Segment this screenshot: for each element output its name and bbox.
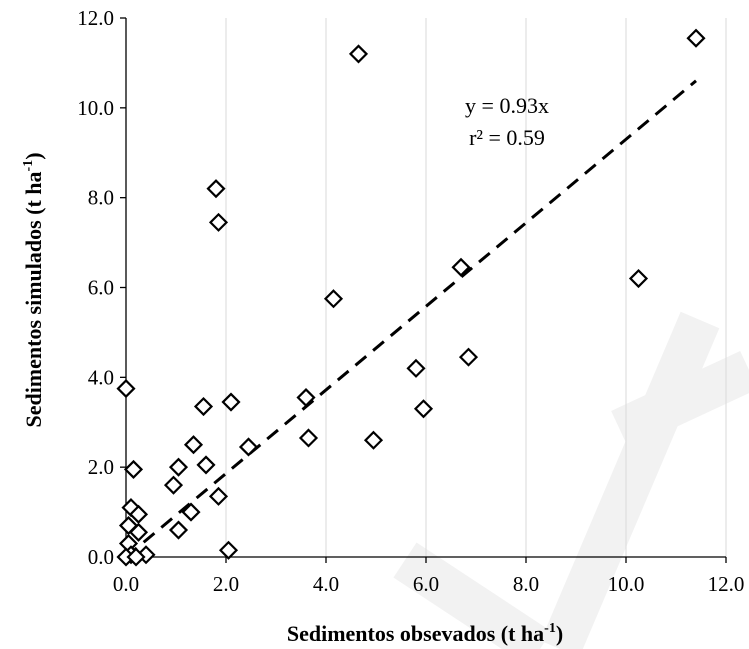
data-point [206, 179, 226, 199]
data-point [238, 437, 259, 457]
data-point [163, 475, 184, 495]
data-point [168, 520, 189, 540]
data-point [168, 457, 189, 477]
x-tick-label: 4.0 [313, 572, 339, 596]
x-tick-label: 12.0 [708, 572, 745, 596]
data-point [298, 428, 319, 448]
data-point [196, 455, 216, 475]
data-point [323, 289, 344, 309]
y-tick-label: 10.0 [77, 96, 114, 120]
data-points [116, 28, 706, 567]
x-axis-title: Sedimentos obsevados (t ha-1) [287, 621, 563, 646]
x-tick-label: 8.0 [513, 572, 539, 596]
data-point [126, 547, 146, 567]
data-point [348, 44, 369, 64]
data-point [406, 358, 426, 378]
y-axis-title: Sedimentos simulados (t ha-1) [21, 152, 46, 427]
data-point [221, 392, 241, 412]
y-tick-label: 2.0 [88, 455, 114, 479]
y-tick-label: 4.0 [88, 365, 114, 389]
x-tick-label: 6.0 [413, 572, 439, 596]
x-tick-label: 2.0 [213, 572, 239, 596]
x-tick-label: 10.0 [608, 572, 645, 596]
data-point [413, 399, 434, 419]
x-tick-label: 0.0 [113, 572, 139, 596]
r-squared-annotation: r² = 0.59 [469, 125, 545, 150]
data-point [116, 379, 136, 399]
y-tick-label: 12.0 [77, 6, 114, 30]
grid [225, 18, 727, 557]
data-point [208, 486, 229, 506]
y-tick-label: 0.0 [88, 545, 114, 569]
data-point [686, 28, 706, 48]
data-point [363, 430, 384, 450]
data-point [123, 459, 144, 479]
data-point [628, 268, 649, 289]
trendline-group [125, 79, 697, 559]
data-point [128, 522, 149, 542]
data-point [296, 387, 316, 408]
trendline [125, 79, 697, 559]
data-point [451, 257, 471, 277]
tick-labels: 0.0 2.0 4.0 6.0 8.0 10.0 12.0 0.0 2.0 4.0 6.0 8.0 10… [77, 6, 744, 596]
data-point [128, 504, 149, 524]
data-point [183, 435, 204, 455]
watermark [393, 311, 749, 649]
y-tick-label: 8.0 [88, 186, 114, 210]
y-tick-label: 6.0 [88, 276, 114, 300]
data-point [208, 212, 229, 232]
data-point [218, 540, 239, 560]
data-point [193, 396, 214, 417]
equation-annotation: y = 0.93x [465, 93, 549, 118]
data-point [458, 347, 479, 367]
data-point [181, 502, 201, 522]
